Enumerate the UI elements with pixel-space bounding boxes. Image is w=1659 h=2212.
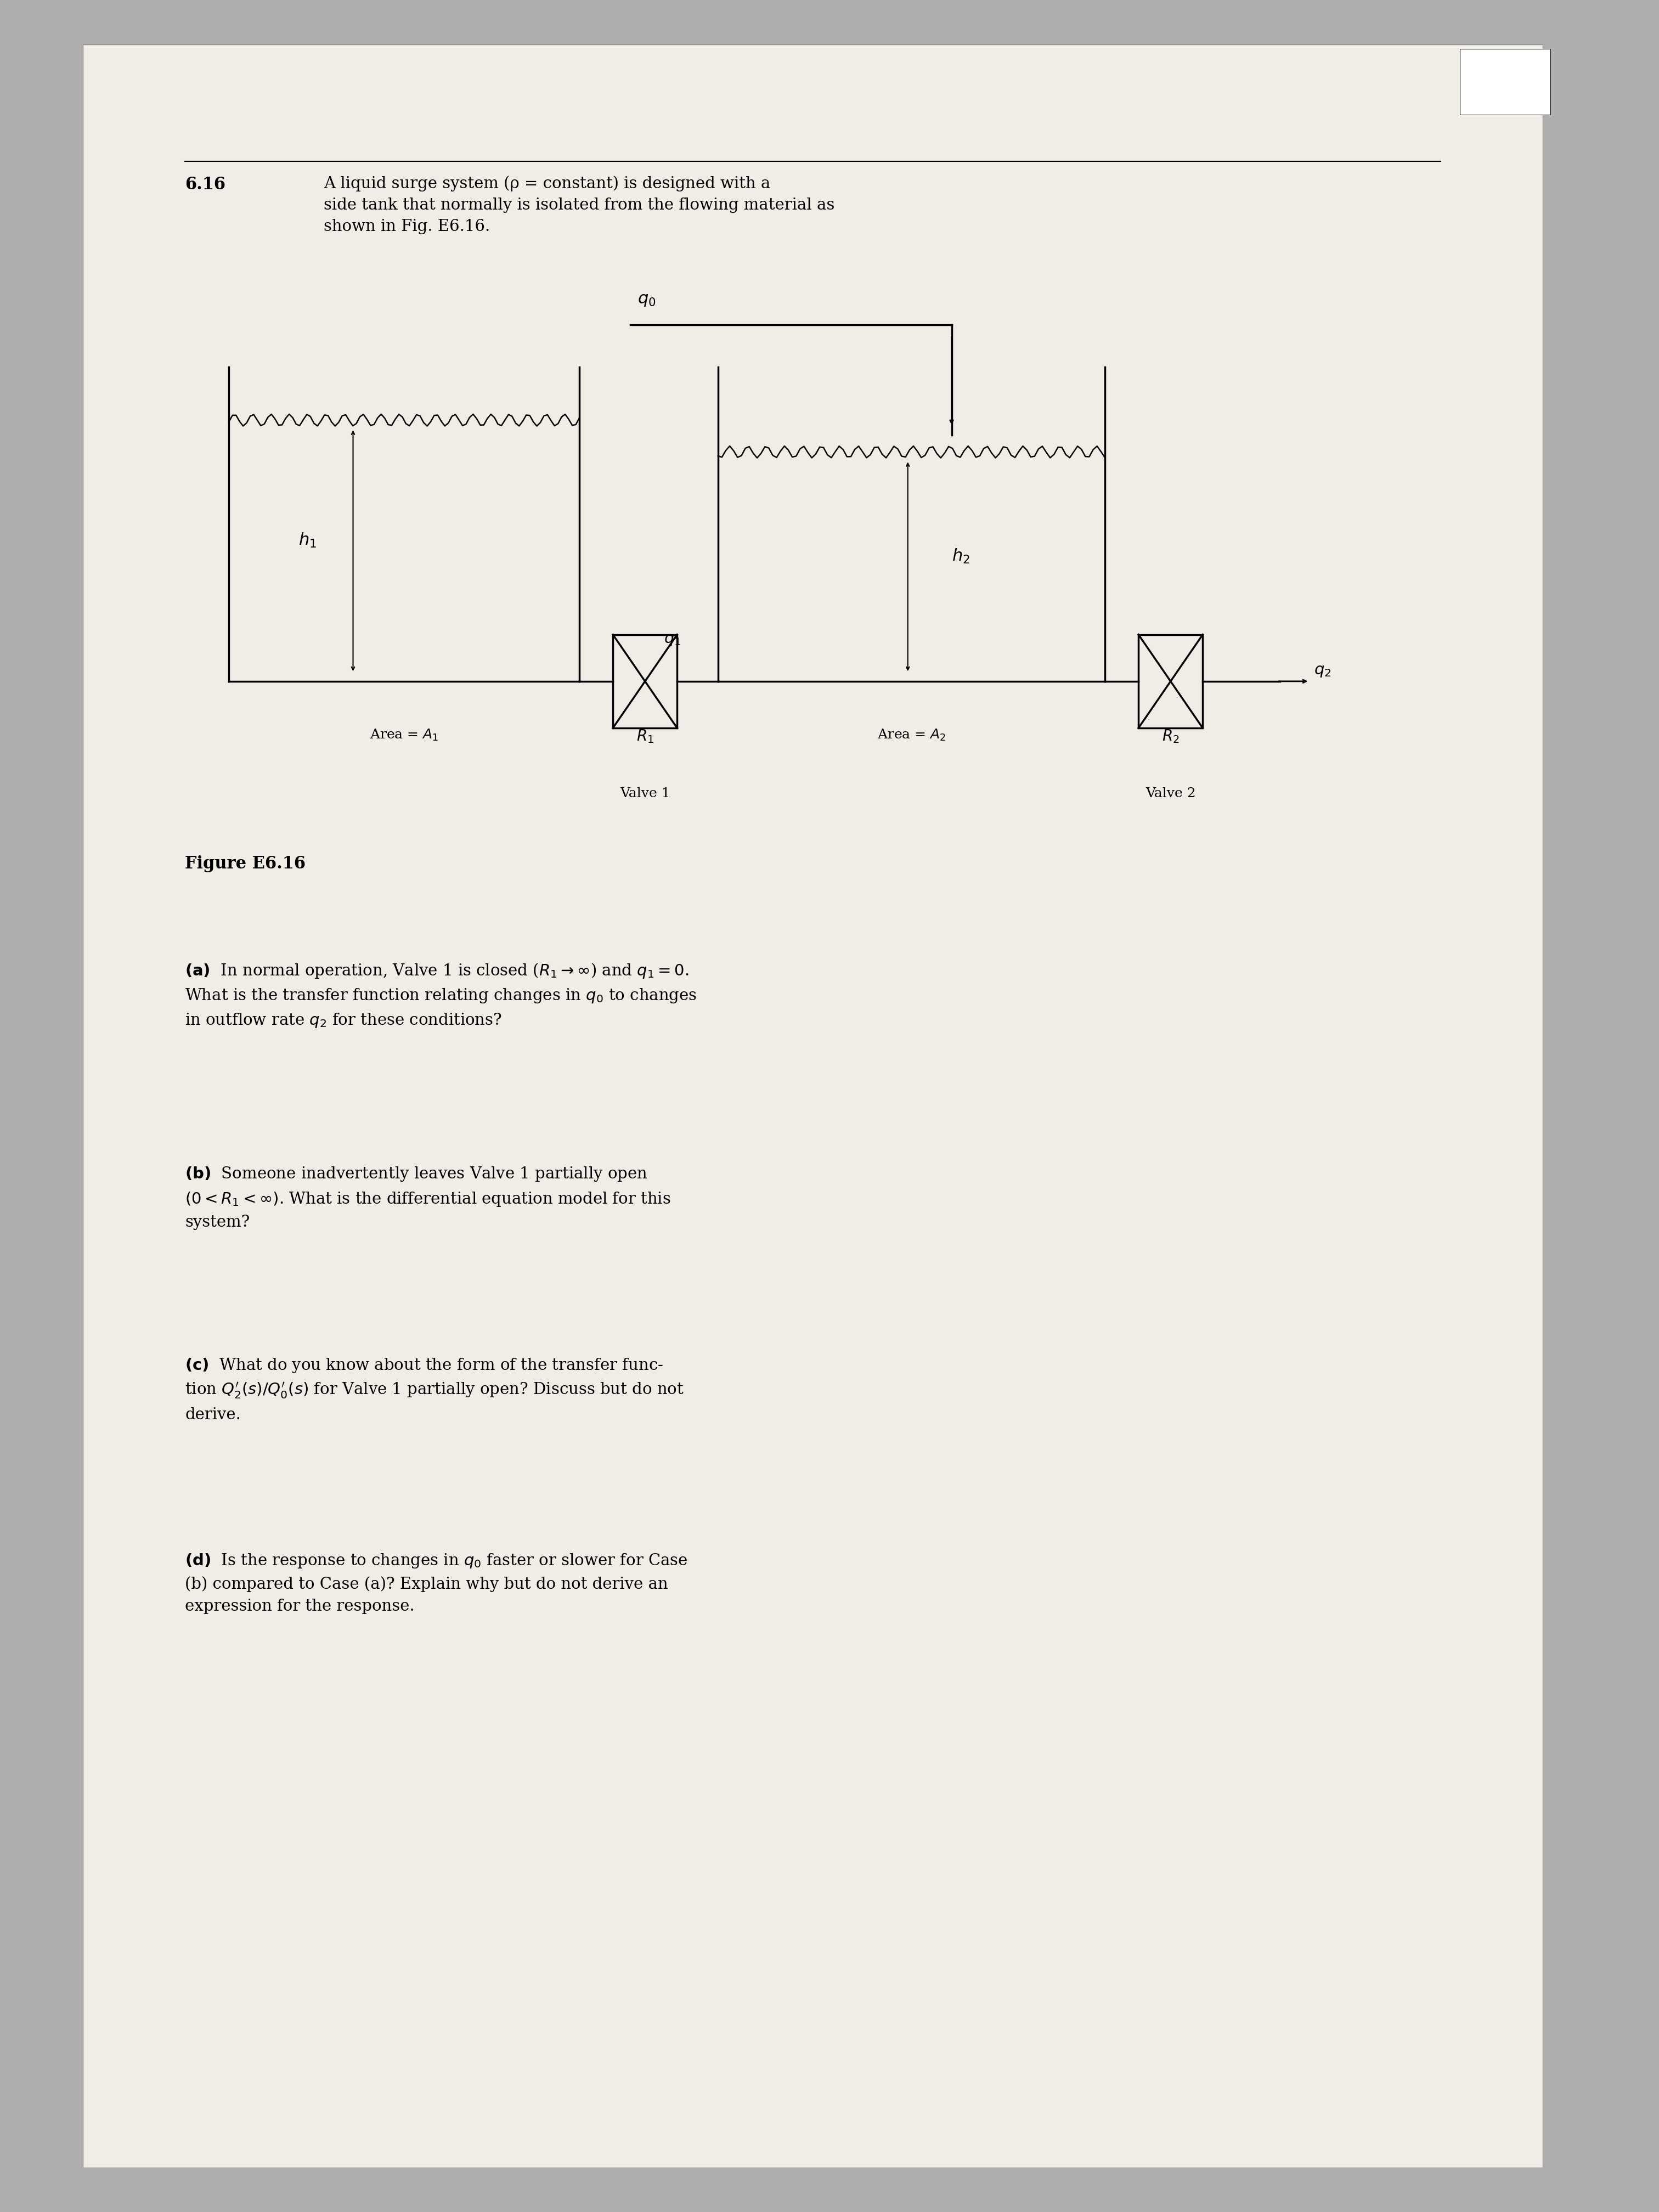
Text: $q_2$: $q_2$ (1314, 664, 1331, 679)
Text: $q_0$: $q_0$ (637, 290, 655, 307)
Text: $\mathbf{(d)}$  Is the response to changes in $q_0$ faster or slower for Case
(b: $\mathbf{(d)}$ Is the response to change… (186, 1553, 688, 1615)
Text: $R_2$: $R_2$ (1161, 728, 1180, 745)
Text: $\mathbf{(b)}$  Someone inadvertently leaves Valve 1 partially open
$(0 < R_1 < : $\mathbf{(b)}$ Someone inadvertently lea… (186, 1166, 670, 1230)
Text: $h_1$: $h_1$ (299, 531, 317, 549)
Bar (1138, 635, 1203, 728)
Text: Area = $A_1$: Area = $A_1$ (370, 728, 438, 743)
Text: Valve 2: Valve 2 (1145, 787, 1196, 801)
Text: $h_2$: $h_2$ (952, 546, 969, 564)
Text: Valve 1: Valve 1 (620, 787, 670, 801)
Text: Figure E6.16: Figure E6.16 (186, 856, 305, 872)
Text: $\mathbf{(a)}$  In normal operation, Valve 1 is closed ($R_1 \rightarrow \infty$: $\mathbf{(a)}$ In normal operation, Valv… (186, 962, 697, 1029)
Text: $R_1$: $R_1$ (637, 728, 654, 745)
Text: 6.16: 6.16 (186, 177, 226, 192)
Bar (612, 635, 677, 728)
Text: $q_1$: $q_1$ (664, 633, 682, 648)
Text: Area = $A_2$: Area = $A_2$ (878, 728, 946, 743)
Text: $\mathbf{(c)}$  What do you know about the form of the transfer func-
tion $Q_2': $\mathbf{(c)}$ What do you know about th… (186, 1356, 684, 1422)
Text: A liquid surge system (ρ = constant) is designed with a
side tank that normally : A liquid surge system (ρ = constant) is … (324, 177, 834, 234)
FancyBboxPatch shape (83, 44, 1543, 2168)
